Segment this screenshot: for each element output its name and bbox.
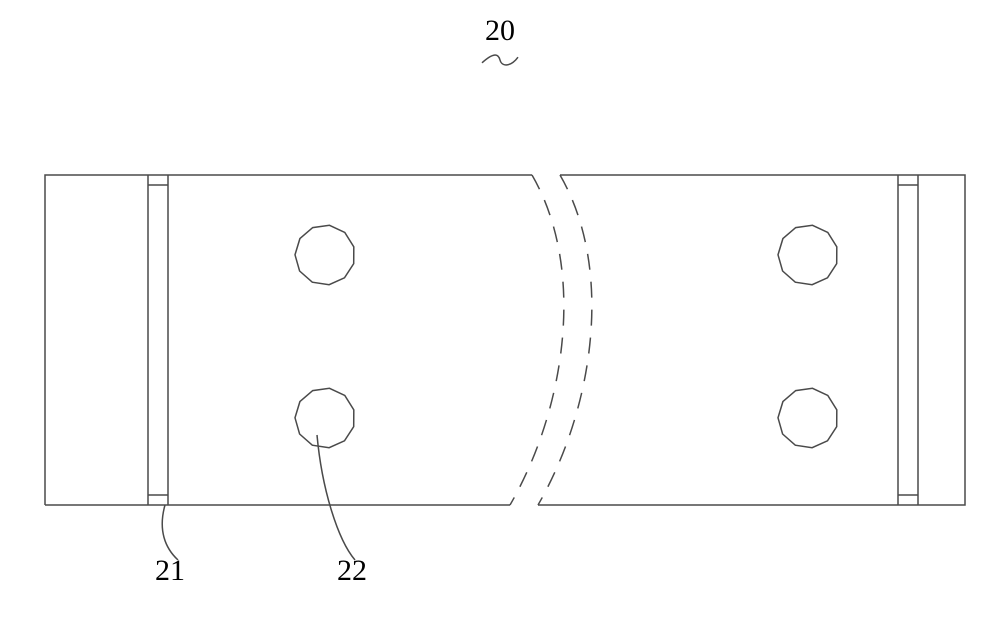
tilde-icon xyxy=(482,55,518,65)
hole xyxy=(295,225,354,284)
leader-hole xyxy=(317,435,355,560)
slot-right xyxy=(898,175,918,505)
body-outline xyxy=(45,175,965,505)
leader-slot xyxy=(162,505,178,560)
slot-left xyxy=(148,175,168,505)
hole xyxy=(778,388,837,447)
break-curve-left xyxy=(510,175,564,505)
label-assembly: 20 xyxy=(485,14,515,47)
technical-diagram: 20 21 22 xyxy=(0,0,1000,644)
break-curve-right xyxy=(538,175,592,505)
hole xyxy=(295,388,354,447)
hole xyxy=(778,225,837,284)
label-slot: 21 xyxy=(155,554,185,587)
label-hole: 22 xyxy=(337,554,367,587)
